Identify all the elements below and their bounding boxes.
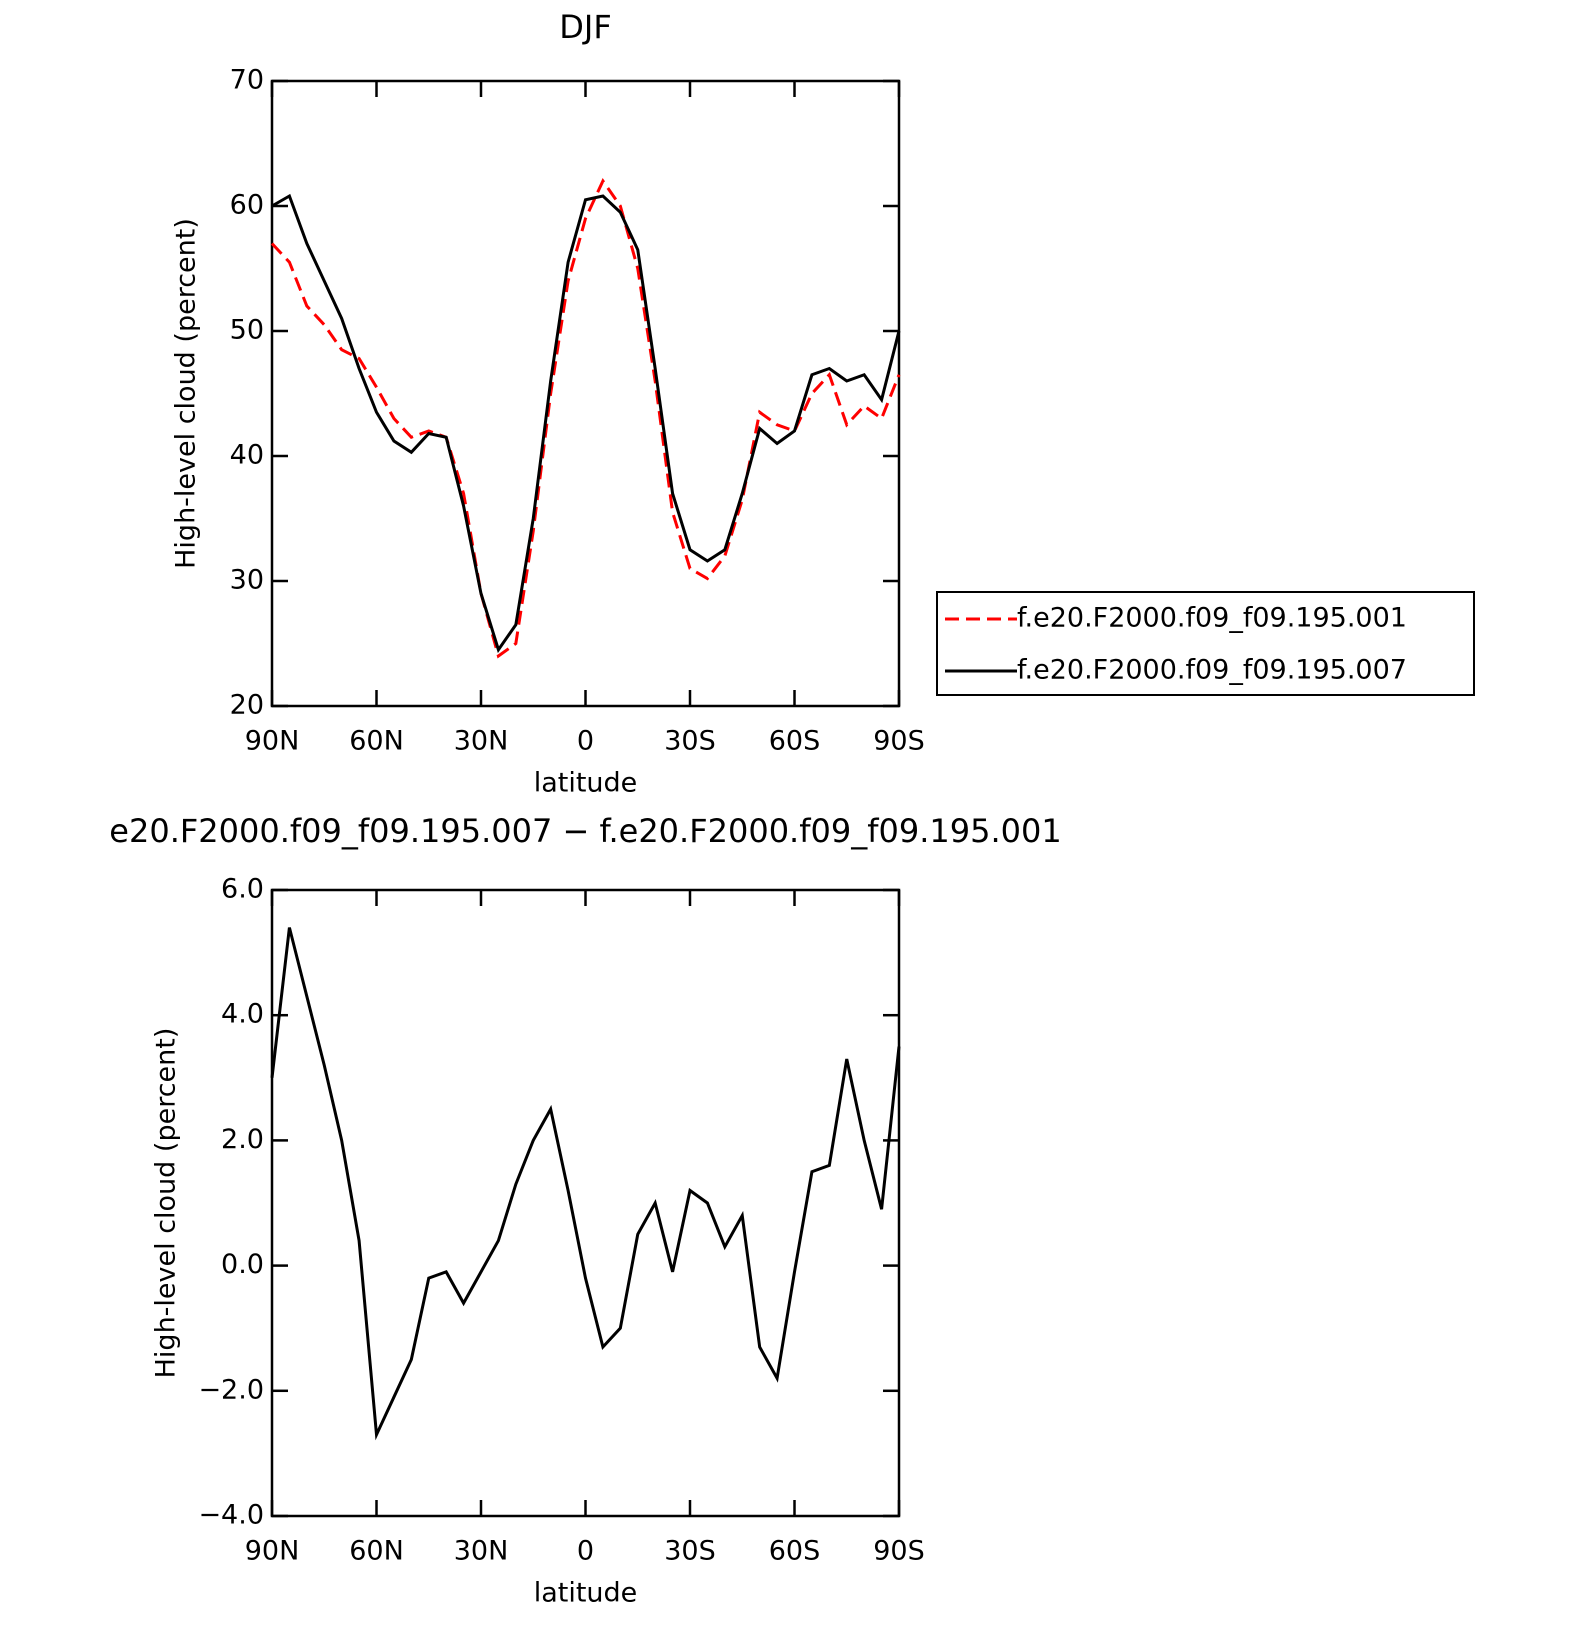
- chart-title: DJF: [559, 8, 611, 46]
- y-tick-label: 4.0: [221, 999, 264, 1030]
- x-tick-label: 90N: [245, 726, 300, 757]
- legend-box: [936, 591, 1475, 696]
- y-tick-label: −2.0: [198, 1374, 264, 1405]
- x-tick-label: 60S: [769, 726, 821, 757]
- x-tick-label: 90S: [873, 726, 925, 757]
- y-tick-label: 20: [230, 690, 264, 721]
- y-tick-label: 0.0: [221, 1249, 264, 1280]
- y-axis-label: High-level cloud (percent): [151, 1028, 182, 1379]
- x-tick-label: 0: [577, 1536, 594, 1567]
- x-tick-label: 0: [577, 726, 594, 757]
- y-tick-label: 40: [230, 440, 264, 471]
- y-tick-label: 30: [230, 565, 264, 596]
- x-tick-label: 60S: [769, 1536, 821, 1567]
- y-tick-label: −4.0: [198, 1500, 264, 1531]
- data-line: [271, 193, 901, 654]
- plot-frame: [270, 888, 901, 1518]
- chart-title: e20.F2000.f09_f09.195.007 − f.e20.F2000.…: [109, 812, 1061, 850]
- x-tick-label: 90S: [873, 1536, 925, 1567]
- x-tick-label: 30N: [454, 726, 509, 757]
- y-tick-label: 6.0: [221, 874, 264, 905]
- y-tick-label: 2.0: [221, 1124, 264, 1155]
- x-tick-label: 30S: [664, 1536, 716, 1567]
- y-axis-label: High-level cloud (percent): [171, 218, 202, 569]
- data-line: [270, 927, 901, 1441]
- x-tick-label: 30N: [454, 1536, 509, 1567]
- legend-label: f.e20.F2000.f09_f09.195.007: [1017, 655, 1407, 686]
- x-axis-label: latitude: [534, 768, 638, 799]
- x-tick-label: 60N: [349, 1536, 404, 1567]
- y-tick-label: 50: [230, 315, 264, 346]
- y-tick-label: 70: [230, 65, 264, 96]
- x-tick-label: 90N: [245, 1536, 300, 1567]
- x-axis-label: latitude: [534, 1578, 638, 1609]
- x-tick-label: 60N: [349, 726, 404, 757]
- y-tick-label: 60: [230, 190, 264, 221]
- x-tick-label: 30S: [664, 726, 716, 757]
- data-line: [270, 178, 901, 659]
- legend-label: f.e20.F2000.f09_f09.195.001: [1017, 603, 1407, 634]
